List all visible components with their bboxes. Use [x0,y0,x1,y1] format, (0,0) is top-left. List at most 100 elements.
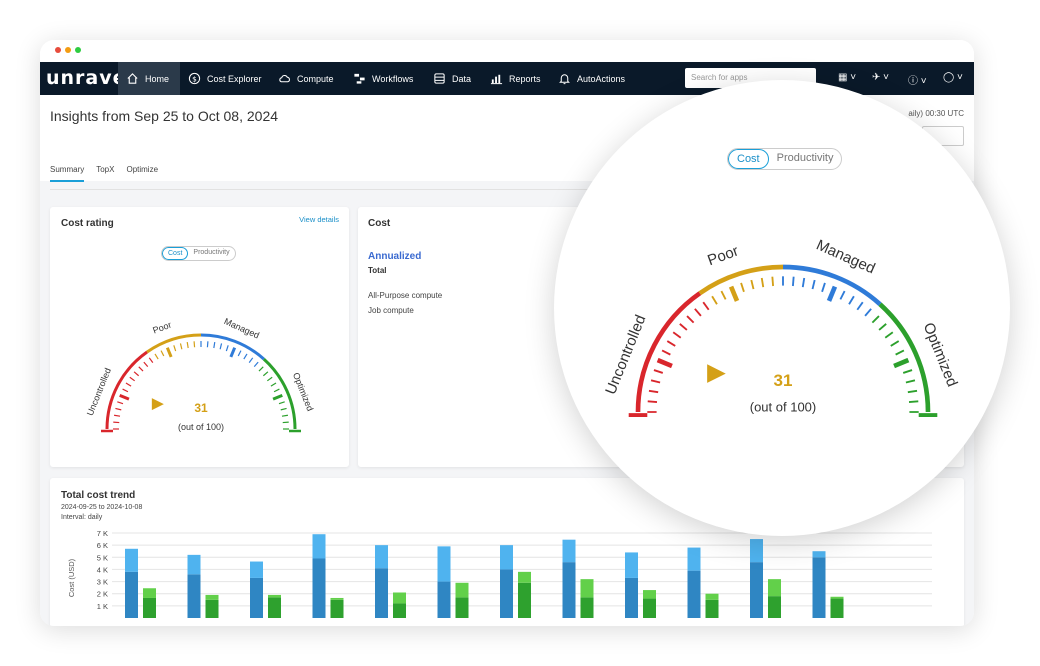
bar-blue-light [687,547,701,571]
nav-label: Cost Explorer [207,73,262,84]
gauge-tick [173,345,177,352]
nav-label: Reports [509,73,541,84]
y-tick-label: 2 K [97,590,108,599]
nav-compute[interactable]: Compute [270,62,342,95]
trend-interval: Interval: daily [61,514,103,521]
gauge-tick [907,389,918,394]
nav-data[interactable]: Data [425,62,479,95]
gauge-tick [225,345,229,352]
bell-icon [559,74,570,85]
gauge-tick [129,376,136,382]
tab-divider [50,189,964,190]
magnified-toggle-productivity[interactable]: Productivity [776,152,834,164]
bar-green-light [643,590,656,599]
gauge-tick [650,379,661,384]
gauge-tick [248,357,254,364]
y-tick-label: 3 K [97,578,108,587]
nav-label: Workflows [372,73,414,84]
bar-green-dark [205,599,219,618]
toggle-cost[interactable]: Cost [162,247,189,260]
gauge-tick [266,376,273,382]
nav-home[interactable]: Home [118,62,180,95]
bar-blue-light [125,548,138,572]
tab-summary[interactable]: Summary [50,165,85,182]
toggle-productivity[interactable]: Productivity [193,249,230,256]
gauge-tick [273,388,280,393]
gauge-tick [750,279,755,290]
nav-label: Data [452,73,472,84]
tab-topx[interactable]: TopX [96,165,115,174]
workflow-icon [354,73,365,84]
gauge-tick [694,308,702,317]
gauge-arc-segment [146,333,202,354]
gauge-tick [119,393,130,401]
help-icon[interactable]: ⓘ ˅ [908,76,927,87]
gauge-tick [905,379,916,384]
gauge-tick [154,353,159,360]
grid-icon[interactable]: ▦ ˅ [838,72,857,83]
bar-green-light [580,579,594,598]
bar-blue-light [500,545,513,570]
bar-green-light [393,592,406,604]
gauge-tick [801,277,806,288]
bar-blue-dark [187,574,201,618]
timezone-label: aily) 00:30 UTC [908,109,964,118]
bar-green-dark [393,603,406,618]
gauge-arc-segment [262,358,297,430]
gauge-tick [902,369,913,374]
gauge-tick [270,382,277,387]
minimize-dot[interactable] [65,47,71,53]
rocket-icon[interactable]: ✈ ˅ [872,72,889,83]
title-bar [40,40,974,62]
gauge-label: Poor [705,242,741,269]
bar-blue-light [750,539,763,563]
nav-workflows[interactable]: Workflows [345,62,421,95]
gauge-tick [679,323,688,331]
close-dot[interactable] [55,47,61,53]
nav-label: AutoActions [577,73,626,84]
nav-autoactions[interactable]: AutoActions [550,62,633,95]
gauge-arc-segment [635,291,702,413]
gauge-pointer [151,398,164,411]
gauge-arc-segment [782,264,882,306]
bar-blue-dark [812,557,826,618]
gauge-tick [253,361,259,368]
tab-optimize[interactable]: Optimize [126,165,159,174]
gauge-tick [237,350,242,357]
gauge-arc-segment [200,333,265,361]
nav-label: Home [145,73,170,84]
gauge-tick [281,414,289,417]
bar-green-light [455,582,469,598]
job-compute-label: Job compute [368,306,414,315]
gauge-tick [821,282,826,293]
home-icon [127,73,138,84]
bar-green-dark [330,599,344,618]
user-icon[interactable]: ◯ ˅ [943,72,963,83]
gauge-tick [908,400,919,404]
bar-green-light [518,571,531,583]
bar-green-dark [768,596,781,618]
gauge-tick [148,357,154,364]
cloud-icon [279,75,290,83]
maximize-dot[interactable] [75,47,81,53]
gauge-tick [262,371,269,377]
bar-green-light [830,596,844,599]
gauge-value: 31 [194,401,208,415]
gauge-tick [179,343,183,350]
view-details-link[interactable]: View details [299,215,339,224]
cost-rating-title: Cost rating [61,218,114,229]
trend-range: 2024-09-25 to 2024-10-08 [61,504,143,511]
nav-reports[interactable]: Reports [482,62,549,95]
bar-blue-light [250,561,263,578]
gauge-tick [138,366,144,372]
gauge-out-of: (out of 100) [178,422,224,432]
gauge-tick [839,290,846,300]
gauge-tick [661,349,671,356]
y-tick-label: 4 K [97,565,108,574]
app-logo[interactable]: unravel [46,67,135,89]
gauge-tick [728,285,740,302]
magnified-toggle-cost[interactable]: Cost [728,149,769,169]
gauge-tick [895,349,905,356]
dollar-icon: $ [188,72,201,85]
nav-cost-explorer[interactable]: $ Cost Explorer [180,62,270,95]
